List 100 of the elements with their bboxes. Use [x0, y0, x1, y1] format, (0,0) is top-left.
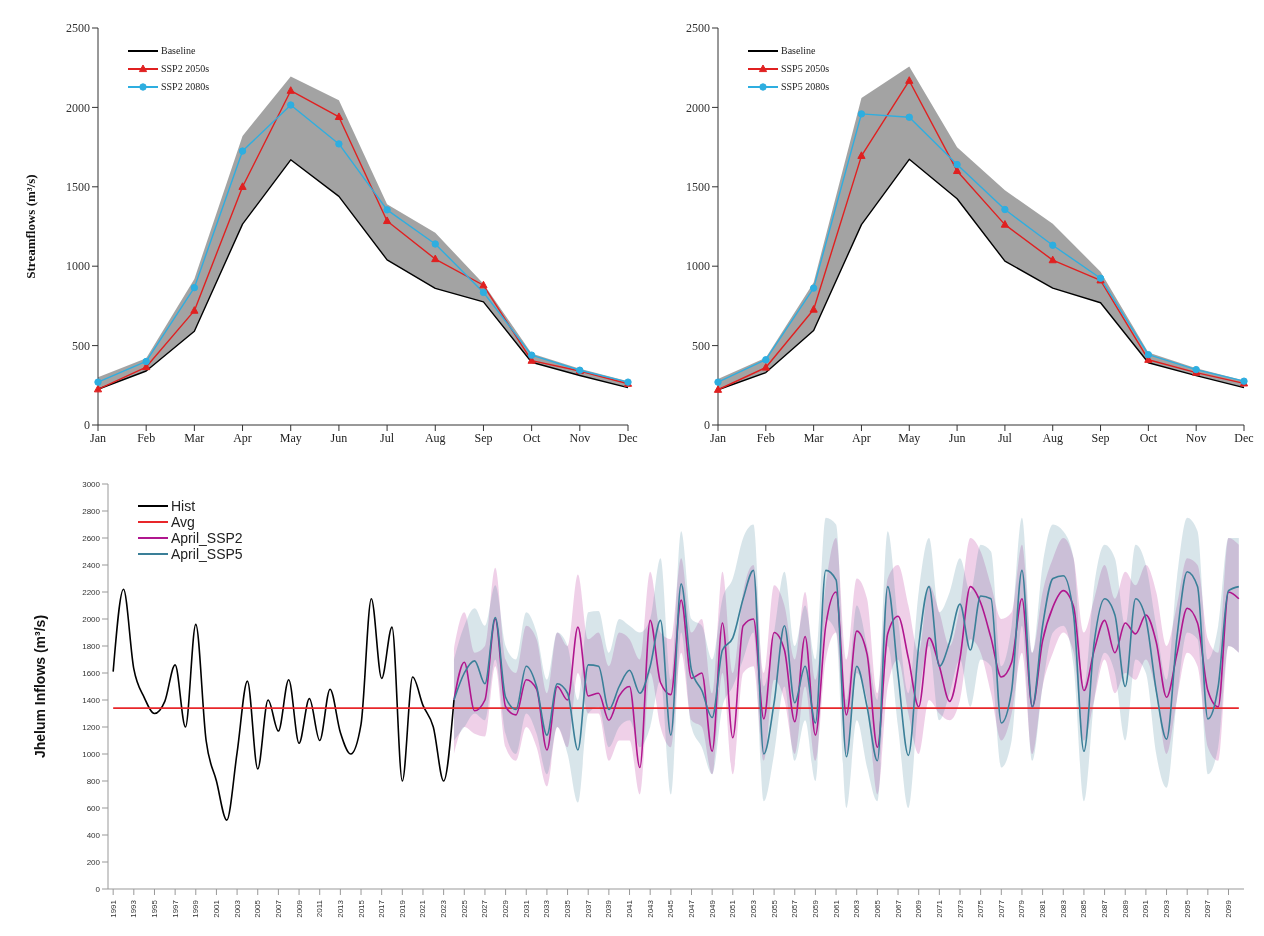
x-tick-label: 2097	[1203, 899, 1213, 918]
x-tick-label: 2079	[1017, 899, 1027, 918]
y-tick-label: 600	[86, 803, 101, 813]
x-tick-label: May	[279, 430, 302, 445]
x-tick-label: 2055	[769, 899, 779, 918]
x-tick-label: Feb	[137, 430, 156, 445]
x-tick-label: 2069	[914, 899, 924, 918]
x-tick-label: 2099	[1224, 899, 1234, 918]
y-axis-title: Jhelum Inflows (m³/s)	[31, 614, 48, 759]
y-tick-label: 2000	[66, 100, 90, 115]
x-tick-label: 2043	[645, 899, 655, 918]
y-tick-label: 800	[86, 776, 101, 786]
x-tick-label: Apr	[233, 430, 252, 445]
x-tick-label: 2087	[1100, 899, 1110, 918]
x-tick-label: 2093	[1162, 899, 1172, 918]
x-tick-label: 2007	[273, 899, 283, 918]
x-tick-label: 2077	[996, 899, 1006, 918]
y-tick-label: 0	[704, 418, 710, 433]
x-tick-label: 2003	[232, 899, 242, 918]
y-tick-label: 500	[72, 338, 90, 353]
x-tick-label: 2001	[211, 899, 221, 918]
x-tick-label: Jun	[330, 430, 348, 445]
x-tick-label: 1997	[170, 899, 180, 918]
x-tick-label: Dec	[618, 430, 638, 445]
x-tick-label: 2075	[976, 899, 986, 918]
legend-label: Hist	[171, 498, 196, 514]
y-tick-label: 200	[86, 857, 101, 867]
legend-label: Baseline	[781, 44, 816, 58]
x-tick-label: Mar	[184, 430, 205, 445]
x-tick-label: Feb	[756, 430, 775, 445]
x-tick-label: 2041	[625, 899, 635, 918]
x-tick-label: Aug	[1042, 430, 1064, 445]
x-tick-label: 2081	[1038, 899, 1048, 918]
legend-label: SSP2 2050s	[161, 62, 210, 76]
x-tick-label: 2047	[686, 899, 696, 918]
legend-label: SSP5 2050s	[781, 62, 830, 76]
x-tick-label: 1993	[129, 899, 139, 918]
x-tick-label: 2089	[1120, 899, 1130, 918]
x-tick-label: Jan	[90, 430, 106, 445]
y-tick-label: 2500	[686, 21, 710, 36]
x-tick-label: 2035	[563, 899, 573, 918]
x-tick-label: 2015	[356, 899, 366, 918]
x-tick-label: 2051	[728, 899, 738, 918]
x-tick-label: 2085	[1079, 899, 1089, 918]
x-tick-label: 2005	[253, 899, 263, 918]
x-tick-label: 2023	[439, 899, 449, 918]
legend-label: Baseline	[161, 44, 196, 58]
x-tick-label: Jun	[948, 430, 966, 445]
x-tick-label: 2095	[1182, 899, 1192, 918]
x-tick-label: Nov	[1185, 430, 1207, 445]
x-tick-label: 2011	[315, 899, 325, 918]
x-tick-label: 2065	[872, 899, 882, 918]
x-tick-label: 2063	[852, 899, 862, 918]
x-tick-label: Sep	[474, 430, 493, 445]
y-tick-label: 1000	[686, 259, 710, 274]
y-tick-label: 1200	[82, 722, 101, 732]
y-tick-label: 0	[95, 884, 101, 894]
y-tick-label: 1600	[82, 668, 101, 678]
x-tick-label: 2061	[831, 899, 841, 918]
y-tick-label: 2400	[82, 560, 101, 570]
x-tick-label: 2045	[666, 899, 676, 918]
x-tick-label: 2059	[810, 899, 820, 918]
x-tick-label: 2057	[790, 899, 800, 918]
y-tick-label: 2600	[82, 533, 101, 543]
x-tick-label: 2067	[893, 899, 903, 918]
y-tick-label: 2000	[82, 614, 101, 624]
y-tick-label: 0	[84, 418, 90, 433]
x-tick-label: 2091	[1141, 899, 1151, 918]
legend-label: April_SSP5	[171, 546, 243, 562]
x-tick-label: 1991	[108, 899, 118, 918]
x-tick-label: Sep	[1091, 430, 1110, 445]
y-tick-label: 3000	[82, 479, 101, 489]
x-tick-label: Aug	[424, 430, 446, 445]
x-tick-label: Jul	[997, 430, 1013, 445]
x-tick-label: Jan	[710, 430, 726, 445]
x-tick-label: 2071	[934, 899, 944, 918]
x-tick-label: 2027	[480, 899, 490, 918]
x-tick-label: 2049	[707, 899, 717, 918]
x-tick-label: 2021	[418, 899, 428, 918]
x-tick-label: 1999	[191, 899, 201, 918]
x-tick-label: 2039	[604, 899, 614, 918]
legend-label: Avg	[171, 514, 195, 530]
x-tick-label: 1995	[149, 899, 159, 918]
x-tick-label: Apr	[852, 430, 871, 445]
y-tick-label: 2200	[82, 587, 101, 597]
x-tick-label: Mar	[803, 430, 824, 445]
y-tick-label: 1000	[66, 259, 90, 274]
legend-label: April_SSP2	[171, 530, 243, 546]
y-tick-label: 1800	[82, 641, 101, 651]
x-tick-label: 2019	[397, 899, 407, 918]
x-tick-label: 2033	[542, 899, 552, 918]
x-tick-label: 2053	[748, 899, 758, 918]
y-tick-label: 400	[86, 830, 101, 840]
y-tick-label: 500	[692, 338, 710, 353]
x-tick-label: 2029	[501, 899, 511, 918]
x-tick-label: Oct	[522, 430, 541, 445]
y-tick-label: 2000	[686, 100, 710, 115]
x-tick-label: 2017	[377, 899, 387, 918]
y-tick-label: 2800	[82, 506, 101, 516]
legend-label: SSP5 2080s	[781, 80, 830, 94]
